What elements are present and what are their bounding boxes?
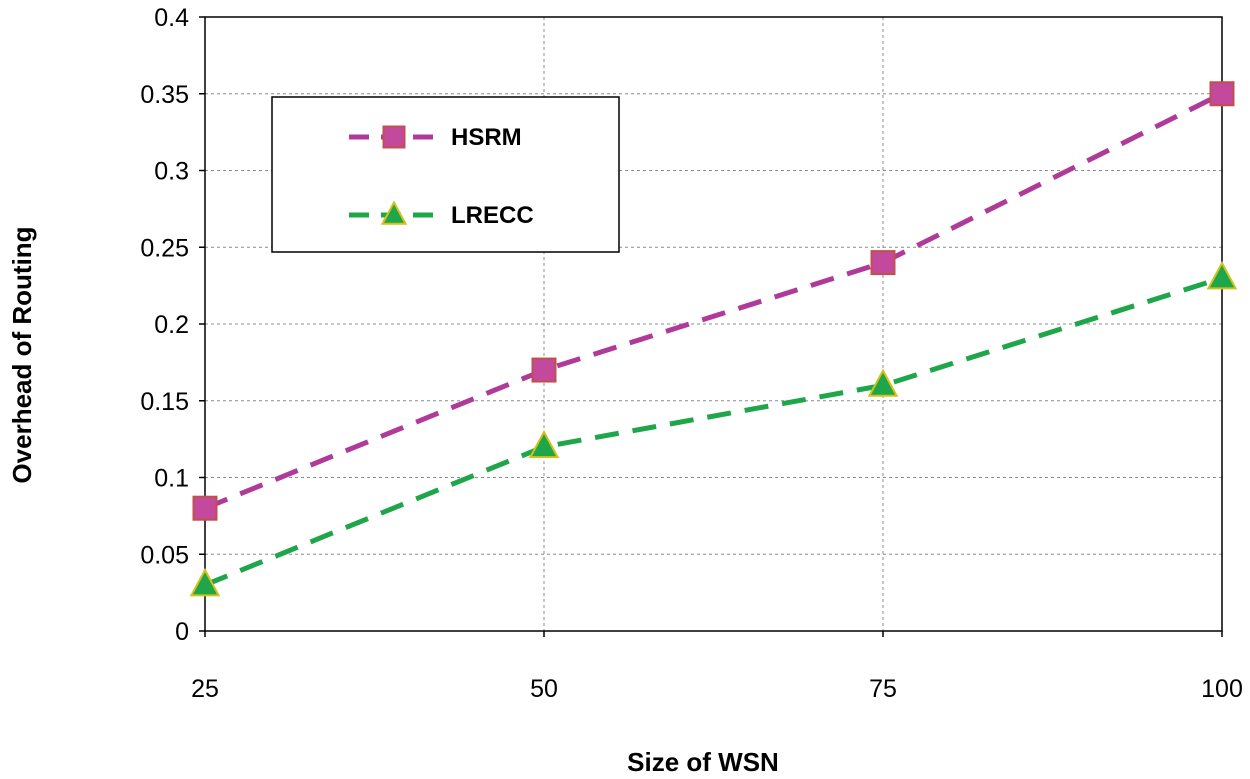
series-layer (189, 81, 1238, 597)
series-hsrm (192, 81, 1235, 521)
lrecc-line (204, 275, 1223, 588)
hsrm-point (1209, 81, 1235, 107)
y-tick-label: 0.4 (154, 4, 189, 32)
legend-box (271, 96, 620, 253)
hsrm-point (870, 250, 896, 276)
y-tick-label: 0.05 (140, 541, 189, 569)
hsrm-line (204, 91, 1224, 511)
x-tick-label: 50 (530, 675, 558, 703)
x-tick-label: 75 (869, 675, 897, 703)
lrecc-point (867, 368, 899, 397)
y-tick-label: 0.15 (140, 388, 189, 416)
legend-item-hsrm: HSRM (349, 124, 522, 151)
legend-item-lrecc: LRECC (349, 200, 534, 229)
lrecc-point (1206, 261, 1238, 290)
legend-label-lrecc: LRECC (451, 202, 534, 229)
x-tick-labels: 25 50 75 100 (191, 631, 1243, 703)
x-tick-label: 100 (1201, 675, 1243, 703)
lrecc-point (189, 568, 221, 597)
y-tick-label: 0.25 (140, 234, 189, 262)
y-tick-label: 0 (175, 618, 189, 646)
legend-marker-hsrm (382, 125, 406, 149)
y-tick-label: 0.1 (154, 465, 189, 493)
legend-label-hsrm: HSRM (451, 124, 522, 151)
hsrm-point (531, 357, 557, 383)
gridlines (205, 17, 1222, 631)
y-tick-label: 0.2 (154, 311, 189, 339)
y-axis-title: Overhead of Routing (7, 226, 37, 483)
series-lrecc (189, 261, 1238, 597)
y-tick-label: 0.3 (154, 158, 189, 186)
x-tick-label: 25 (191, 675, 219, 703)
y-tick-labels: 0 0.05 0.1 0.15 0.2 0.25 0.3 0.35 0.4 (140, 4, 205, 646)
y-tick-label: 0.35 (140, 81, 189, 109)
legend-marker-lrecc (380, 200, 408, 225)
legend: HSRM LRECC (271, 96, 620, 253)
hsrm-point (192, 495, 218, 521)
x-axis-title: Size of WSN (627, 747, 779, 777)
lrecc-point (528, 429, 560, 459)
